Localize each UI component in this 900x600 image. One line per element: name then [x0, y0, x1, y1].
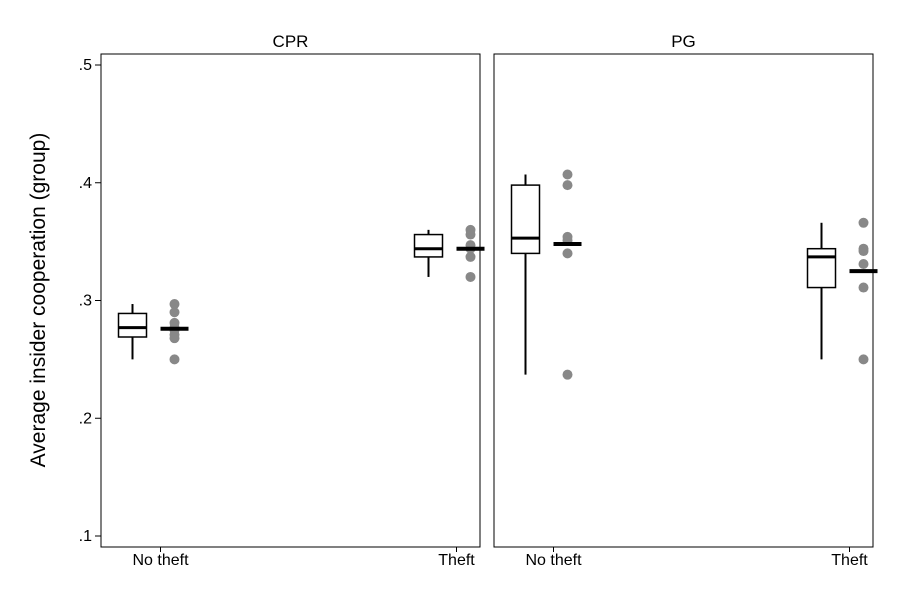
- x-tick-label: No theft: [132, 552, 189, 569]
- box: [510, 184, 541, 255]
- x-tick-label: No theft: [525, 552, 582, 569]
- box: [413, 233, 444, 258]
- panel-pg: PG No theft Theft: [493, 32, 878, 569]
- data-point: [169, 333, 180, 344]
- plot-frame: [100, 53, 481, 548]
- data-point: [858, 354, 869, 365]
- data-point: [169, 354, 180, 365]
- panel-title: CPR: [273, 32, 309, 51]
- y-tick-label: .1: [79, 528, 92, 545]
- data-point: [858, 246, 869, 257]
- data-point: [465, 229, 476, 240]
- group-no-theft: No theft: [510, 169, 582, 569]
- box: [806, 247, 837, 289]
- x-tick-label: Theft: [831, 552, 868, 569]
- data-point: [858, 282, 869, 293]
- y-tick-label: .4: [79, 175, 92, 192]
- data-point: [465, 251, 476, 262]
- panels: CPR .1 .2 .3 .4 .5 No theft Theft PG No theft Thef…: [79, 32, 878, 569]
- data-point: [562, 180, 573, 191]
- y-axis-title: Average insider cooperation (group): [27, 133, 50, 468]
- data-point: [858, 217, 869, 228]
- data-point: [465, 271, 476, 282]
- data-point: [562, 169, 573, 180]
- y-tick-label: .3: [79, 293, 92, 310]
- y-tick-label: .5: [79, 57, 92, 74]
- panel-title: PG: [671, 32, 696, 51]
- group-theft: Theft: [806, 217, 878, 569]
- group-no-theft: No theft: [117, 299, 189, 569]
- data-point: [858, 258, 869, 269]
- data-point: [562, 248, 573, 259]
- x-tick-label: Theft: [438, 552, 475, 569]
- plot-frame: [493, 53, 874, 548]
- group-theft: Theft: [413, 224, 485, 569]
- box: [117, 312, 148, 338]
- data-point: [562, 369, 573, 380]
- y-tick-label: .2: [79, 410, 92, 427]
- panel-cpr: CPR .1 .2 .3 .4 .5 No theft Theft: [79, 32, 485, 569]
- data-point: [169, 307, 180, 318]
- data-point: [169, 299, 180, 310]
